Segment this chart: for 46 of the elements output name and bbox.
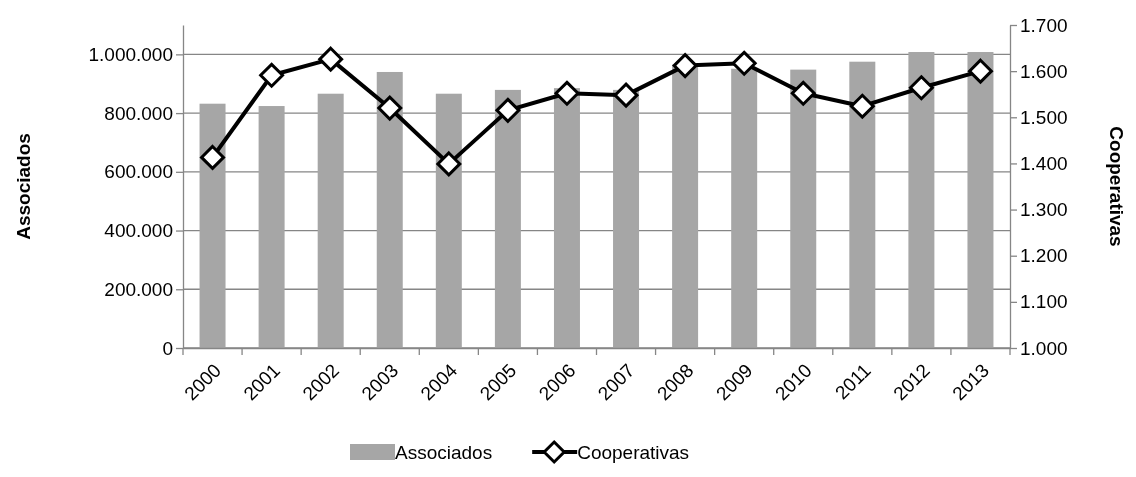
y-tick-label: 200.000 [104, 278, 173, 300]
y2-tick-label: 1.500 [1020, 106, 1068, 128]
bar [376, 71, 403, 348]
point [731, 50, 757, 76]
y2-tick-label: 1.600 [1020, 60, 1068, 82]
y-tick-label: 600.000 [104, 161, 173, 183]
point [613, 82, 639, 108]
y2-tick-label: 1.200 [1020, 245, 1068, 267]
point [259, 62, 285, 88]
bar [199, 103, 226, 348]
bar [849, 61, 876, 348]
bar [967, 52, 994, 348]
bar [672, 64, 699, 348]
bar [317, 93, 344, 348]
y2-tick-label: 1.700 [1020, 14, 1068, 36]
point [377, 95, 403, 121]
bar [731, 68, 758, 348]
y2-tick-label: 1.100 [1020, 291, 1068, 313]
y2-axis-title: Cooperativas [1106, 126, 1127, 247]
point [908, 75, 934, 101]
y-tick-label: 400.000 [104, 220, 173, 242]
y2-tick-label: 1.000 [1020, 337, 1068, 359]
y2-tick-label: 1.300 [1020, 199, 1068, 221]
bar [258, 106, 285, 348]
point [849, 93, 875, 119]
point [968, 58, 993, 84]
legend-label: Associados [395, 442, 493, 463]
point [672, 53, 698, 79]
legend-label: Cooperativas [577, 442, 690, 463]
point [436, 151, 462, 177]
point [318, 46, 344, 72]
bar [790, 69, 817, 348]
y2-tick-label: 1.400 [1020, 153, 1068, 175]
bar [908, 52, 935, 348]
bar [553, 88, 580, 348]
point [790, 80, 816, 106]
y-tick-label: 1.000.000 [88, 43, 173, 65]
bar [435, 93, 462, 348]
y-axis-title: Associados [13, 133, 34, 240]
point [200, 144, 225, 170]
bar [494, 89, 521, 348]
point [554, 80, 580, 106]
y-tick-label: 0 [162, 337, 173, 359]
bar [613, 89, 640, 348]
point [495, 97, 521, 123]
y-tick-label: 800.000 [104, 102, 173, 124]
